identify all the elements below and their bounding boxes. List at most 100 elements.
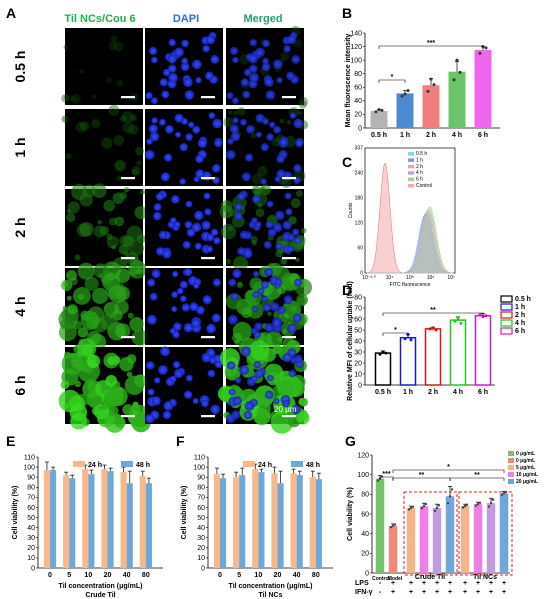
x-tick-label: 80: [142, 572, 150, 579]
legend-swatch: [243, 461, 255, 467]
x-tick-label: 10: [254, 572, 262, 579]
y-tick-label: 60: [354, 316, 362, 323]
nucleus: [267, 228, 277, 237]
nucleus: [162, 68, 171, 77]
y-tick-label: 80: [354, 294, 362, 301]
green-signal: [119, 191, 128, 200]
nucleus: [180, 295, 187, 303]
nucleus: [146, 138, 153, 145]
bar-48h: [277, 483, 284, 568]
nucleus: [273, 397, 280, 404]
nucleus: [255, 221, 262, 228]
green-signal: [93, 225, 106, 238]
nucleus: [174, 221, 181, 228]
bar: [445, 496, 455, 573]
nucleus: [179, 178, 186, 185]
x-axis-sublabel: Crude Til: [85, 592, 115, 599]
nucleus: [292, 313, 302, 323]
nucleus: [242, 90, 251, 99]
y-tick-label: 100: [193, 464, 205, 471]
significance-bracket: [382, 312, 484, 316]
bar: [370, 111, 388, 128]
nucleus: [244, 401, 255, 411]
green-signal: [241, 307, 252, 319]
nucleus: [156, 247, 165, 256]
bar-24h: [233, 477, 240, 568]
green-signal: [93, 403, 110, 420]
data-point: [434, 328, 438, 332]
y-tick-label: 140: [350, 30, 362, 37]
nucleus: [287, 233, 296, 242]
green-signal: [272, 137, 281, 147]
nucleus: [266, 200, 274, 208]
nucleus: [240, 78, 249, 87]
green-signal: [123, 251, 129, 257]
nucleus: [201, 220, 211, 230]
scale-bar: [121, 177, 135, 180]
green-signal: [299, 397, 309, 407]
green-signal: [300, 227, 307, 234]
nucleus: [294, 354, 303, 364]
data-point: [476, 502, 480, 506]
nucleus: [266, 133, 274, 141]
nucleus: [183, 322, 194, 333]
chart-g: 0 20 40 60 80 100 120 Cell viability (%) Control…: [347, 451, 538, 596]
nucleus: [203, 192, 211, 200]
legend-swatch: [500, 303, 513, 311]
data-point: [393, 523, 397, 526]
significance-label: **: [430, 307, 436, 314]
data-point: [502, 492, 506, 495]
green-signal: [100, 313, 118, 331]
bar: [499, 493, 509, 573]
nucleus: [181, 118, 189, 125]
significance-label: *: [447, 464, 450, 471]
x-axis-sublabel: Til NCs: [259, 592, 283, 599]
data-point: [420, 506, 424, 510]
bar: [474, 314, 492, 386]
nucleus: [270, 302, 280, 312]
nucleus: [244, 153, 254, 162]
nucleus: [226, 361, 236, 370]
x-tick-label: 4 h: [453, 389, 463, 396]
data-point: [448, 495, 452, 498]
nucleus: [251, 217, 258, 224]
legend-swatch: [408, 171, 414, 175]
y-tick-label: 50: [354, 327, 362, 334]
nucleus: [263, 240, 272, 249]
bar-24h: [290, 473, 297, 568]
bar-48h: [315, 479, 322, 568]
green-signal: [119, 235, 131, 247]
y-tick-label: 80: [27, 485, 35, 492]
nucleus: [226, 91, 234, 100]
nucleus: [285, 208, 293, 216]
lps-sign: +: [422, 580, 426, 587]
bar: [396, 93, 414, 128]
nucleus: [276, 169, 286, 179]
y-axis-label: Cell viability (%): [12, 486, 19, 540]
x-tick-label: 6 h: [478, 389, 488, 396]
nucleus: [273, 125, 282, 134]
green-signal: [232, 321, 252, 341]
nucleus: [145, 91, 153, 100]
bar-48h: [126, 483, 133, 568]
data-point: [378, 352, 382, 356]
green-signal: [131, 329, 148, 346]
x-tick-label: 0: [48, 572, 52, 579]
scale-bar: [121, 415, 135, 418]
green-signal: [249, 340, 270, 361]
legend-label: 0.5 h: [416, 151, 427, 157]
y-tick-label: 60: [27, 505, 35, 512]
nucleus: [273, 59, 283, 70]
legend-swatch: [408, 152, 414, 156]
y-tick-label: 70: [27, 495, 35, 502]
green-signal: [115, 79, 124, 87]
nucleus: [253, 270, 260, 278]
nucleus: [206, 323, 216, 334]
nucleus: [254, 322, 263, 331]
green-signal: [260, 404, 265, 409]
bar-24h: [139, 476, 146, 568]
nucleus: [173, 322, 182, 331]
x-tick-label: 1 h: [403, 389, 413, 396]
y-tick-label: 120: [350, 44, 362, 51]
nucleus: [174, 113, 184, 123]
